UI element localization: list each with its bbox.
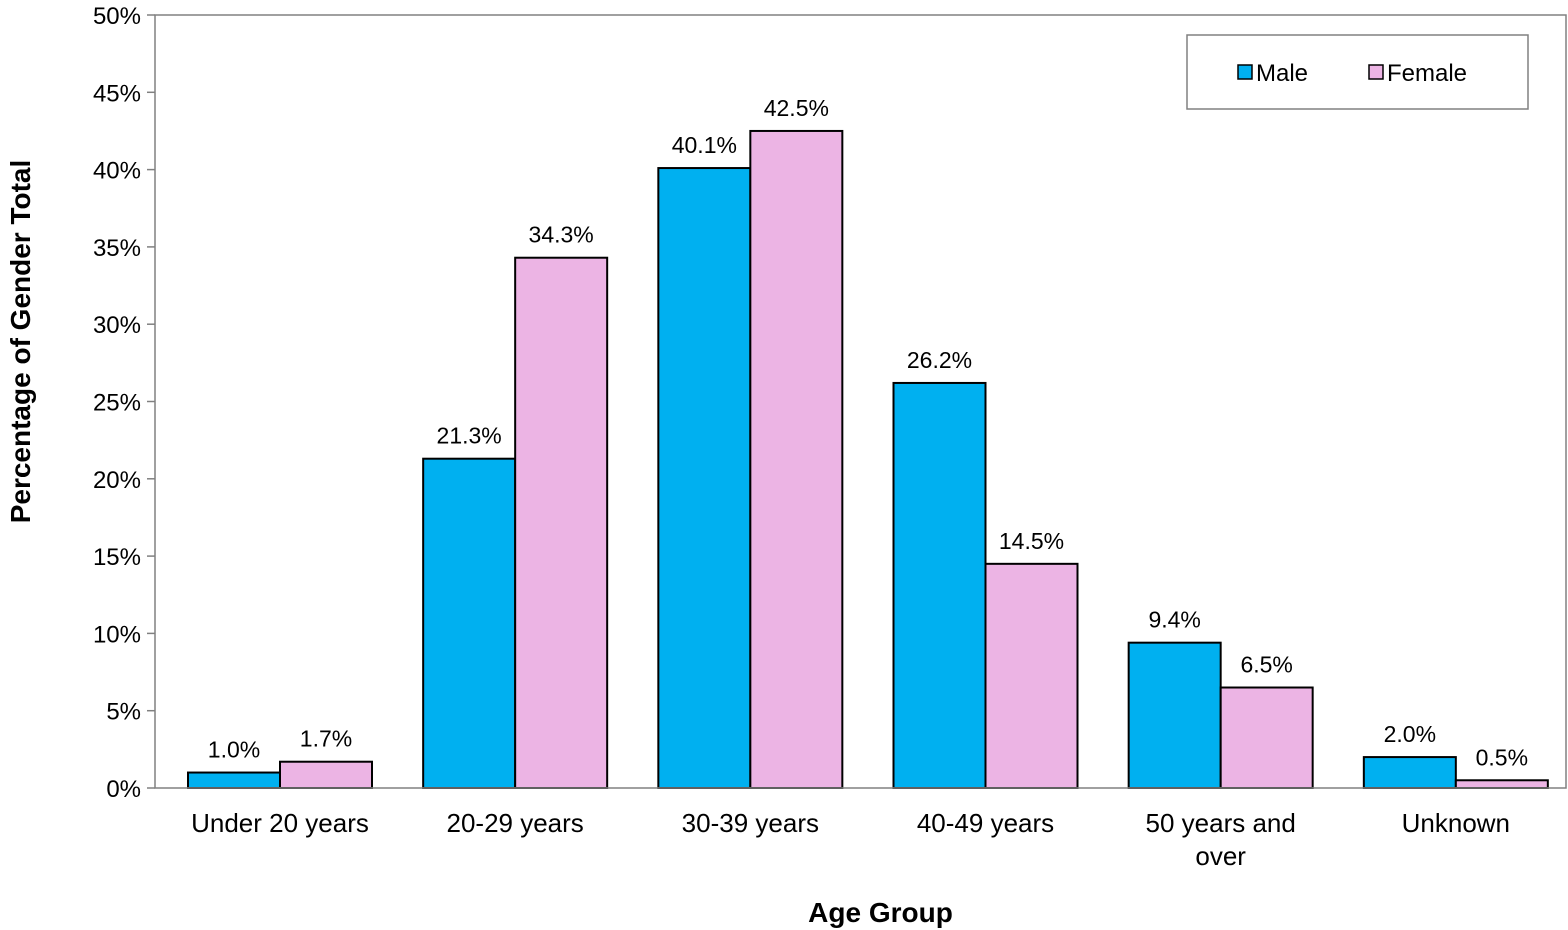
bar-male-5 (1362, 756, 1457, 790)
y-tick-label: 25% (93, 390, 141, 417)
y-tick-label: 50% (93, 3, 141, 30)
legend-label-male: Male (1256, 60, 1308, 87)
data-label-male-3: 26.2% (907, 347, 972, 373)
y-tick-label: 10% (93, 621, 141, 648)
y-tick-label: 0% (106, 776, 141, 803)
data-label-female-3: 14.5% (999, 528, 1064, 554)
x-axis-title: Age Group (808, 897, 953, 928)
y-tick-label: 15% (93, 544, 141, 571)
plot-area (154, 14, 1567, 789)
bars (187, 129, 1549, 790)
data-label-male-4: 9.4% (1148, 607, 1200, 633)
y-axis: 0% 5% 10% 15% 20% 25% 30% 35% 40% 45% 50% (93, 3, 155, 803)
x-tick-label: 50 years and (1146, 808, 1296, 838)
bar-male-4 (1127, 641, 1222, 790)
y-tick-label: 40% (93, 158, 141, 185)
data-label-female-4: 6.5% (1240, 652, 1292, 678)
data-label-male-5: 2.0% (1384, 721, 1436, 747)
bar-female-2 (749, 129, 844, 789)
bar-male-0 (187, 771, 281, 789)
x-tick-label: over (1195, 841, 1246, 871)
data-label-male-2: 40.1% (672, 132, 737, 158)
y-tick-label: 45% (93, 80, 141, 107)
y-axis-title: Percentage of Gender Total (5, 160, 36, 524)
y-tick-label: 35% (93, 235, 141, 262)
data-label-female-5: 0.5% (1476, 744, 1528, 770)
x-tick-label: Under 20 years (191, 808, 369, 838)
legend-swatch-male (1237, 64, 1253, 80)
data-labels: 1.0% 1.7% 21.3% 34.3% 40.1% 42.5% 26.2% 14.5% 9.… (208, 95, 1528, 770)
y-tick-label: 20% (93, 467, 141, 494)
data-label-female-0: 1.7% (300, 726, 352, 752)
bar-female-4 (1219, 686, 1314, 790)
bar-male-2 (657, 167, 752, 789)
data-label-female-2: 42.5% (764, 95, 829, 121)
bar-female-5 (1454, 779, 1549, 790)
legend-label-female: Female (1387, 60, 1467, 87)
legend: Male Female (1186, 34, 1529, 110)
x-axis: Under 20 years 20-29 years 30-39 years 40-4… (191, 808, 1510, 871)
legend-swatch-female (1368, 64, 1384, 80)
data-label-female-1: 34.3% (529, 222, 594, 248)
bar-male-3 (892, 381, 987, 789)
data-label-male-0: 1.0% (208, 737, 260, 763)
x-tick-label: 40-49 years (917, 808, 1054, 838)
x-tick-label: 30-39 years (682, 808, 819, 838)
x-tick-label: 20-29 years (447, 808, 584, 838)
bar-female-0 (279, 760, 373, 790)
x-tick-label: Unknown (1402, 808, 1510, 838)
y-tick-label: 30% (93, 312, 141, 339)
bar-female-1 (514, 256, 609, 789)
data-label-male-1: 21.3% (437, 423, 502, 449)
y-tick-label: 5% (106, 699, 141, 726)
bar-male-1 (422, 457, 517, 789)
bar-female-3 (984, 562, 1079, 790)
